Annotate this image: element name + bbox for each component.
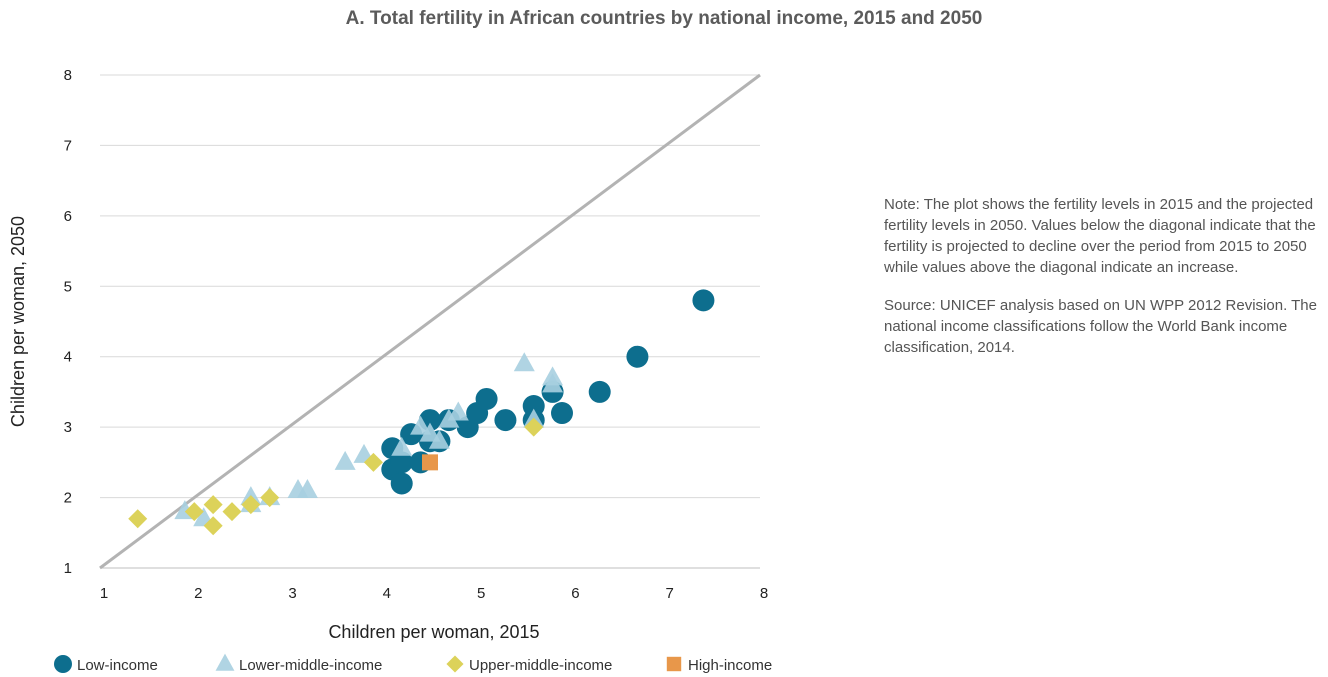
note-box: Note: The plot shows the fertility level…: [884, 194, 1324, 375]
y-tick-label-4: 4: [64, 349, 72, 366]
point-diamond-2-4: [223, 502, 242, 521]
legend-marker-2: [446, 655, 463, 672]
point-square-3-0: [422, 454, 438, 470]
y-tick-label-5: 5: [64, 278, 72, 295]
legend-marker-3: [667, 657, 681, 671]
x-tick-label-3: 3: [288, 585, 296, 602]
y-tick-label-6: 6: [64, 208, 72, 225]
x-tick-label-5: 5: [477, 585, 485, 602]
y-tick-label-3: 3: [64, 419, 72, 436]
point-circle-0-19: [626, 346, 648, 368]
legend-label-3: High-income: [688, 657, 772, 674]
legend-label-2: Upper-middle-income: [469, 657, 612, 674]
x-tick-label-2: 2: [194, 585, 202, 602]
legend-marker-1: [216, 654, 235, 671]
legend-label-1: Lower-middle-income: [239, 657, 382, 674]
point-circle-0-18: [589, 381, 611, 403]
point-circle-0-20: [692, 289, 714, 311]
y-tick-label-1: 1: [64, 560, 72, 577]
point-circle-0-12: [476, 388, 498, 410]
point-circle-0-17: [551, 402, 573, 424]
note-text: Note: The plot shows the fertility level…: [884, 194, 1324, 278]
diagonal-line: [100, 75, 760, 568]
legend-label-0: Low-income: [77, 657, 158, 674]
x-tick-label-4: 4: [383, 585, 391, 602]
y-tick-label-2: 2: [64, 490, 72, 507]
point-circle-0-3: [391, 472, 413, 494]
y-tick-label-8: 8: [64, 67, 72, 84]
point-diamond-2-0: [128, 509, 147, 528]
x-axis-title: Children per woman, 2015: [328, 622, 539, 642]
point-triangle-1-7: [335, 451, 356, 470]
legend-marker-0: [54, 655, 72, 673]
x-tick-label-8: 8: [760, 585, 768, 602]
source-text: Source: UNICEF analysis based on UN WPP …: [884, 295, 1324, 358]
y-axis-title: Children per woman, 2050: [8, 216, 28, 427]
x-tick-label-7: 7: [666, 585, 674, 602]
x-tick-label-6: 6: [571, 585, 579, 602]
point-triangle-1-15: [514, 352, 535, 371]
point-circle-0-13: [494, 409, 516, 431]
y-tick-label-7: 7: [64, 137, 72, 154]
x-tick-label-1: 1: [100, 585, 108, 602]
